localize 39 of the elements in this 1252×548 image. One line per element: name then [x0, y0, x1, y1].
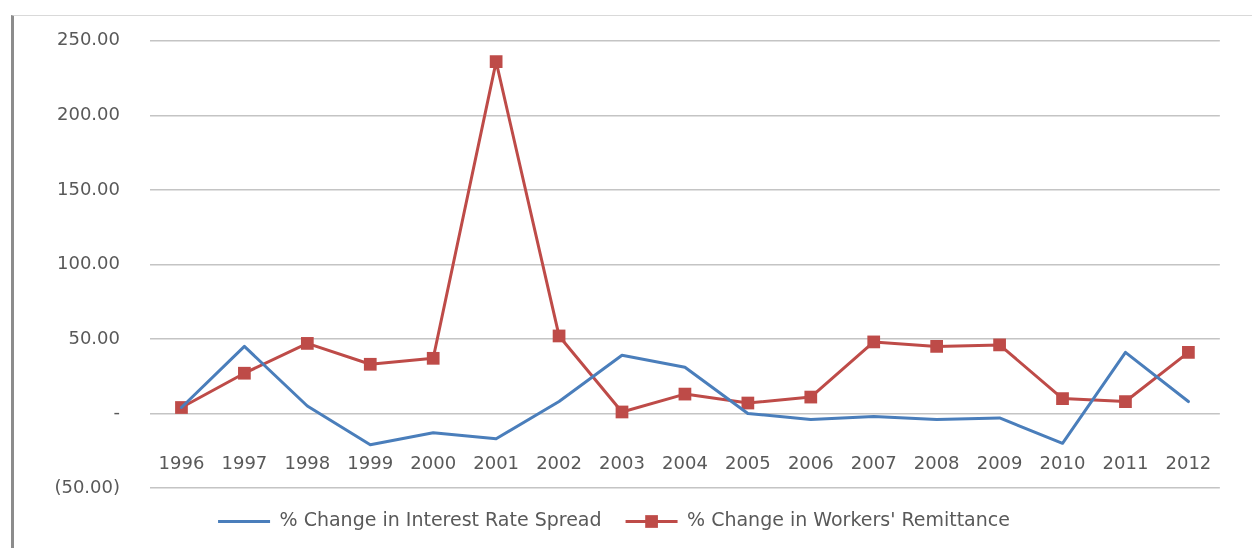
y-tick-label: (50.00)	[54, 475, 120, 497]
x-tick-label: 2011	[1102, 451, 1149, 473]
point	[741, 396, 755, 410]
point	[363, 357, 377, 371]
point	[426, 351, 440, 365]
y-tick-label: -	[113, 401, 120, 423]
y-tick-label: 150.00	[57, 177, 120, 199]
x-tick-label: 2005	[724, 451, 771, 473]
x-tick-label: 2002	[536, 451, 582, 473]
x-tick-label: 2012	[1165, 451, 1212, 473]
x-tick-label: 2000	[410, 451, 457, 473]
y-tick-label: 100.00	[57, 252, 120, 274]
x-tick-label: 2001	[473, 451, 520, 473]
y-tick-label: 250.00	[57, 28, 120, 50]
x-tick-label: 2007	[850, 451, 897, 473]
x-tick-label: 2008	[913, 451, 960, 473]
point	[993, 338, 1006, 352]
legend-label: % Change in Interest Rate Spread	[279, 508, 602, 531]
x-tick-label: 2003	[599, 451, 645, 473]
point	[1182, 345, 1195, 359]
y-tick-label: 200.00	[57, 103, 120, 125]
point	[1056, 392, 1069, 405]
point	[867, 335, 881, 349]
point	[300, 337, 314, 350]
point	[238, 366, 251, 380]
y-tick-label: 50.00	[68, 326, 120, 348]
point	[489, 55, 503, 69]
x-tick-label: 2009	[976, 451, 1023, 473]
point	[804, 390, 818, 404]
x-tick-label: 2010	[1039, 451, 1086, 473]
legend-label: % Change in Workers' Remittance	[687, 508, 1010, 531]
x-tick-label: 1996	[158, 451, 205, 473]
x-tick-label: 2004	[662, 451, 708, 473]
x-tick-label: 1998	[284, 451, 331, 473]
x-tick-label: 2006	[787, 451, 834, 473]
x-tick-label: 1999	[347, 451, 394, 473]
point	[1119, 395, 1132, 408]
x-tick-label: 1997	[221, 451, 268, 473]
point	[930, 340, 944, 353]
